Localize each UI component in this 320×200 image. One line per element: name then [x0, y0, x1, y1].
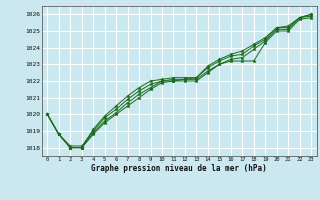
X-axis label: Graphe pression niveau de la mer (hPa): Graphe pression niveau de la mer (hPa) [91, 164, 267, 173]
